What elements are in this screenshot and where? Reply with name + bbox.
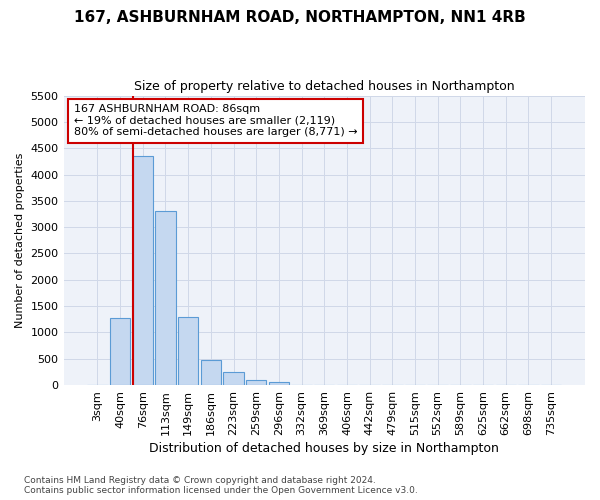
Bar — [178, 316, 199, 385]
Text: 167, ASHBURNHAM ROAD, NORTHAMPTON, NN1 4RB: 167, ASHBURNHAM ROAD, NORTHAMPTON, NN1 4… — [74, 10, 526, 25]
Bar — [200, 360, 221, 385]
Bar — [155, 212, 176, 385]
Text: 167 ASHBURNHAM ROAD: 86sqm
← 19% of detached houses are smaller (2,119)
80% of s: 167 ASHBURNHAM ROAD: 86sqm ← 19% of deta… — [74, 104, 358, 138]
Y-axis label: Number of detached properties: Number of detached properties — [15, 152, 25, 328]
Bar — [133, 156, 153, 385]
Title: Size of property relative to detached houses in Northampton: Size of property relative to detached ho… — [134, 80, 515, 93]
Bar — [269, 382, 289, 385]
Bar — [110, 318, 130, 385]
Bar — [223, 372, 244, 385]
Bar — [246, 380, 266, 385]
X-axis label: Distribution of detached houses by size in Northampton: Distribution of detached houses by size … — [149, 442, 499, 455]
Text: Contains HM Land Registry data © Crown copyright and database right 2024.
Contai: Contains HM Land Registry data © Crown c… — [24, 476, 418, 495]
